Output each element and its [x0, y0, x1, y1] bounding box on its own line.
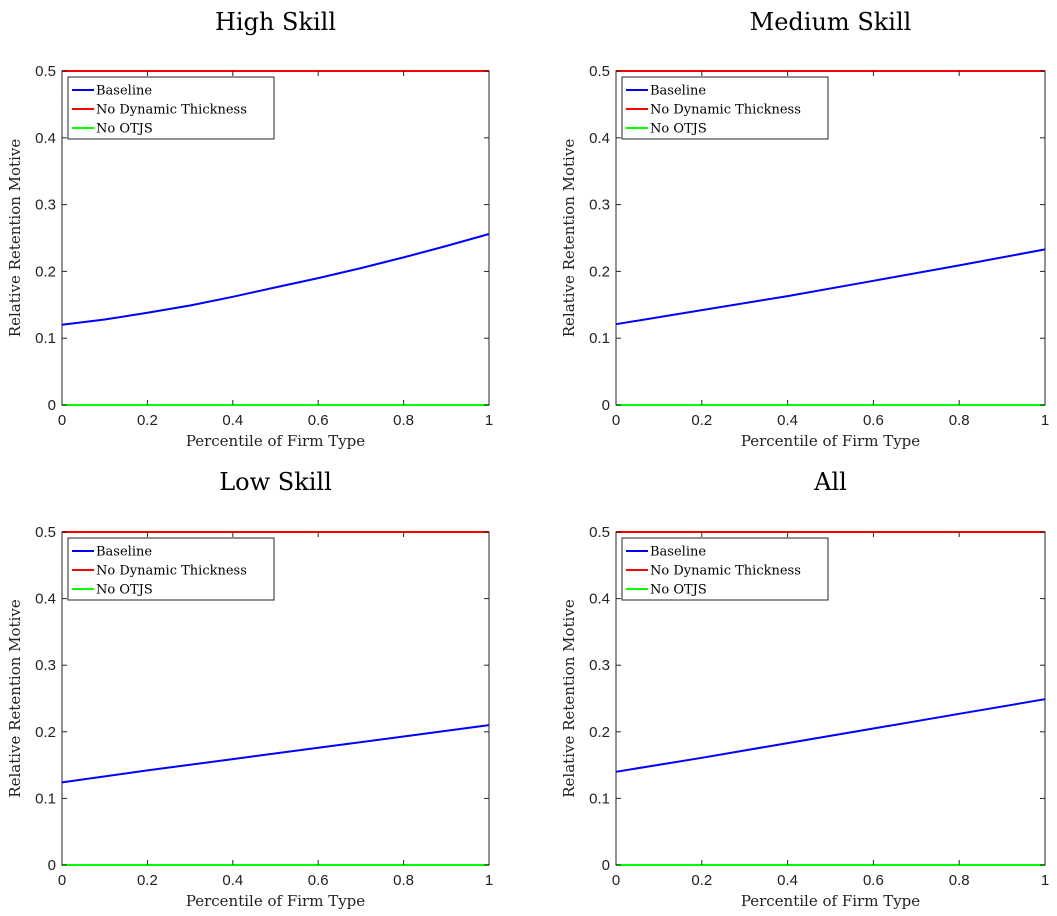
- x-tick-label: 0: [612, 872, 620, 889]
- y-tick-label: 0.4: [35, 591, 56, 608]
- x-tick-label: 0.4: [222, 412, 243, 429]
- x-tick-label: 0.4: [777, 412, 798, 429]
- y-axis-label: Relative Retention Motive: [6, 599, 24, 798]
- y-tick-label: 0.5: [589, 524, 610, 541]
- y-axis-label: Relative Retention Motive: [560, 139, 578, 338]
- chart-panel: All 0 0.2 0.4 0.6 0.8 1 0 0.1 0.2 0.3 0.4 0.5 Percent…: [560, 468, 1049, 910]
- chart-title: All: [813, 468, 847, 496]
- chart-panel: High Skill 0 0.2 0.4 0.6 0.8 1 0 0.1 0.2 0.3 0.4 0.5…: [6, 8, 493, 450]
- y-tick-label: 0.3: [35, 197, 56, 214]
- y-tick-label: 0.2: [589, 263, 610, 280]
- legend-label: No Dynamic Thickness: [96, 564, 247, 579]
- x-tick-label: 0: [612, 412, 620, 429]
- legend-label: No OTJS: [96, 583, 153, 598]
- legend-label: Baseline: [650, 84, 706, 99]
- x-tick-label: 0.8: [949, 872, 970, 889]
- y-tick-label: 0.1: [35, 790, 56, 807]
- legend-label: No Dynamic Thickness: [96, 103, 247, 118]
- x-tick-label: 0.8: [393, 412, 414, 429]
- y-axis-label: Relative Retention Motive: [6, 139, 24, 338]
- y-tick-label: 0: [48, 397, 56, 414]
- y-tick-label: 0.2: [35, 263, 56, 280]
- x-tick-label: 0.6: [863, 412, 884, 429]
- y-tick-label: 0.1: [35, 330, 56, 347]
- x-tick-label: 0.6: [308, 412, 329, 429]
- series-line-baseline: [61, 233, 490, 326]
- x-tick-label: 0.4: [777, 872, 798, 889]
- x-tick-label: 0.2: [691, 872, 712, 889]
- legend: [621, 537, 829, 601]
- y-tick-label: 0.3: [589, 197, 610, 214]
- y-tick-label: 0.3: [589, 657, 610, 674]
- x-tick-label: 1: [1041, 412, 1049, 429]
- x-axis-label: Percentile of Firm Type: [186, 432, 365, 450]
- chart-panel: Low Skill 0 0.2 0.4 0.6 0.8 1 0 0.1 0.2 0.3 0.4 0.5 P…: [6, 468, 493, 910]
- y-tick-label: 0.1: [589, 330, 610, 347]
- chart-panel: Medium Skill 0 0.2 0.4 0.6 0.8 1 0 0.1 0.2 0.3 0.4 0…: [560, 8, 1049, 450]
- x-tick-label: 0: [58, 872, 66, 889]
- x-axis-label: Percentile of Firm Type: [741, 432, 920, 450]
- series-line-baseline: [615, 698, 1046, 773]
- x-tick-label: 0.6: [308, 872, 329, 889]
- y-tick-label: 0.4: [589, 591, 610, 608]
- x-tick-label: 0.8: [393, 872, 414, 889]
- y-tick-label: 0.5: [35, 524, 56, 541]
- y-tick-label: 0.4: [589, 130, 610, 147]
- x-tick-label: 0: [58, 412, 66, 429]
- legend-label: No Dynamic Thickness: [650, 564, 801, 579]
- y-tick-label: 0.5: [35, 63, 56, 80]
- x-tick-label: 1: [485, 412, 493, 429]
- chart-title: Low Skill: [219, 468, 332, 496]
- y-tick-label: 0.2: [35, 724, 56, 741]
- x-tick-label: 0.2: [137, 412, 158, 429]
- x-tick-label: 0.6: [863, 872, 884, 889]
- x-tick-label: 0.2: [691, 412, 712, 429]
- x-tick-label: 1: [1041, 872, 1049, 889]
- legend-label: No OTJS: [650, 122, 707, 137]
- y-tick-label: 0.2: [589, 724, 610, 741]
- legend-label: Baseline: [650, 545, 706, 560]
- x-tick-label: 0.8: [949, 412, 970, 429]
- series-line-baseline: [615, 248, 1046, 326]
- y-tick-label: 0: [602, 397, 610, 414]
- series-line-baseline: [61, 724, 490, 784]
- chart-title: High Skill: [215, 8, 336, 36]
- x-axis-label: Percentile of Firm Type: [741, 892, 920, 910]
- legend-label: No Dynamic Thickness: [650, 103, 801, 118]
- y-tick-label: 0.1: [589, 790, 610, 807]
- legend-label: No OTJS: [96, 122, 153, 137]
- y-tick-label: 0: [602, 857, 610, 874]
- x-tick-label: 0.4: [222, 872, 243, 889]
- y-tick-label: 0.4: [35, 130, 56, 147]
- x-axis-label: Percentile of Firm Type: [186, 892, 365, 910]
- legend-label: Baseline: [96, 84, 152, 99]
- y-tick-label: 0: [48, 857, 56, 874]
- legend: [67, 76, 275, 140]
- legend-label: Baseline: [96, 545, 152, 560]
- y-tick-label: 0.3: [35, 657, 56, 674]
- y-tick-label: 0.5: [589, 63, 610, 80]
- legend: [67, 537, 275, 601]
- chart-title: Medium Skill: [750, 8, 912, 36]
- legend-label: No OTJS: [650, 583, 707, 598]
- y-axis-label: Relative Retention Motive: [560, 599, 578, 798]
- legend: [621, 76, 829, 140]
- x-tick-label: 1: [485, 872, 493, 889]
- x-tick-label: 0.2: [137, 872, 158, 889]
